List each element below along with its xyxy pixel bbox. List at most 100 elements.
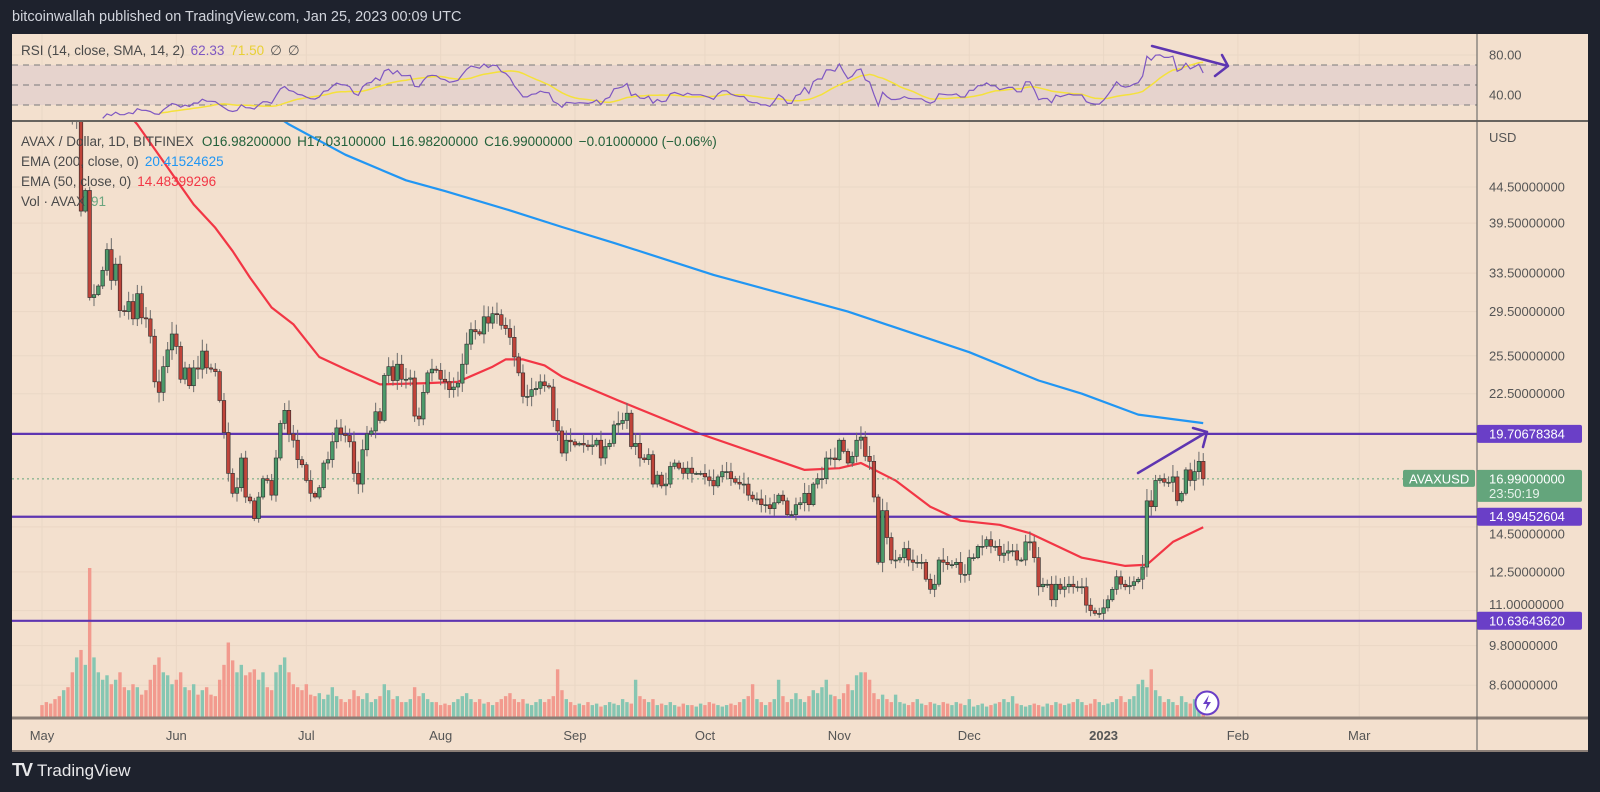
candle-up (1066, 576, 1072, 594)
candle-body (78, 122, 84, 212)
lightning-event-marker[interactable] (1194, 690, 1220, 716)
candle-up (1019, 557, 1024, 563)
candle-up (455, 371, 461, 397)
volume-bar (603, 705, 607, 717)
volume-bars (40, 568, 1205, 717)
candle-down (923, 559, 929, 582)
candle-down (1036, 547, 1041, 596)
time-axis[interactable]: May Jun Jul Aug Sep Oct Nov Dec 2023 Feb Mar (30, 728, 1371, 743)
volume-bar (278, 664, 283, 717)
price-legend[interactable]: AVAX / Dollar, 1D, BITFINEX O16.98200000 H… (21, 134, 723, 149)
volume-bar (924, 705, 928, 717)
candle-down (707, 469, 712, 487)
candle-down (546, 383, 552, 390)
candle-body (1162, 478, 1167, 483)
rsi-axis[interactable]: 80.00 40.00 (1489, 48, 1522, 103)
candle-body (975, 546, 981, 558)
candles (71, 122, 1206, 621)
ema200-legend[interactable]: EMA (200, close, 0) 20.41524625 (21, 154, 230, 169)
candle-down (1088, 598, 1093, 617)
time-tick-label: Feb (1227, 728, 1249, 743)
rsi-legend[interactable]: RSI (14, close, SMA, 14, 2) 62.33 71.50 ∅ ∅ (21, 43, 306, 59)
tradingview-logo[interactable]: TV TradingView (12, 760, 131, 781)
volume-bar (889, 702, 893, 717)
price-axis[interactable]: USD 44.50000000 39.50000000 33.50000000 29.5… (1403, 130, 1582, 693)
candle-down (1162, 473, 1167, 487)
ema50-legend[interactable]: EMA (50, close, 0) 14.48399296 (21, 174, 222, 189)
symbol-tag-box (1403, 469, 1475, 487)
volume-bar (165, 675, 170, 717)
rsi-tick-label: 80.00 (1489, 48, 1522, 63)
candle-body (113, 263, 118, 281)
candle-up (975, 544, 981, 560)
candle-down (247, 493, 253, 504)
volume-bar (560, 690, 564, 717)
volume-bar (733, 705, 737, 717)
candle-body (1166, 481, 1171, 484)
candle-body (208, 367, 214, 370)
chart-frame[interactable] (12, 34, 1588, 751)
volume-bar (651, 699, 655, 717)
rsi-value: 62.33 (190, 43, 225, 58)
candle-body (559, 430, 565, 454)
candle-body (195, 367, 201, 370)
volume-bar (1171, 702, 1175, 717)
candle-down (338, 419, 344, 442)
candle-body (312, 492, 318, 498)
rsi-legend-label: RSI (14, close, SMA, 14, 2) (21, 43, 185, 58)
candle-down (243, 450, 248, 503)
candle-up (395, 352, 400, 390)
trend-arrows[interactable] (1136, 44, 1230, 475)
candle-up (256, 492, 261, 523)
candle-down (750, 491, 755, 502)
candle-body (863, 436, 868, 457)
rsi-downtrend-arrow[interactable] (1150, 44, 1230, 78)
volume-legend[interactable]: Vol · AVAX 91 (21, 194, 112, 209)
candle-body (1114, 576, 1119, 590)
candle-up (1196, 451, 1202, 480)
candle-body (646, 454, 651, 460)
volume-bar (967, 699, 971, 717)
volume-bar (1080, 702, 1084, 717)
volume-bar (352, 690, 356, 717)
candle-body (460, 363, 465, 384)
candle-body (273, 457, 279, 496)
candle-body (416, 415, 422, 420)
candle-down (208, 363, 214, 373)
candle-up (1127, 576, 1132, 595)
candle-body (603, 446, 608, 459)
volume-bar (508, 693, 512, 717)
volume-bar (720, 706, 724, 717)
volume-bar (768, 702, 772, 717)
candle-body (980, 546, 985, 548)
price-uptrend-arrow[interactable] (1136, 426, 1209, 475)
candle-body (564, 439, 569, 454)
candle-down (1071, 575, 1076, 594)
candle-body (993, 546, 998, 548)
candle-down (746, 477, 751, 501)
candle-down (759, 489, 764, 513)
candle-body (1036, 557, 1041, 588)
candle-down (681, 462, 686, 479)
volume-bar (248, 672, 252, 717)
volume-bar (690, 705, 694, 717)
volume-bar (863, 672, 867, 717)
candle-up (590, 434, 595, 455)
candle-body (984, 539, 989, 547)
volume-bar (334, 696, 339, 717)
candle-down (399, 354, 404, 387)
volume-bar (837, 699, 841, 717)
volume-bar (776, 679, 781, 717)
open-value: O16.98200000 (201, 134, 292, 149)
candle-up (655, 470, 660, 488)
candle-down (1084, 577, 1089, 613)
candle-body (377, 411, 383, 421)
volume-bar (313, 696, 317, 717)
price-tick-label: 33.50000000 (1489, 266, 1565, 281)
candle-down (377, 407, 383, 424)
candle-up (1170, 465, 1176, 493)
candle-up (1140, 555, 1145, 590)
candle-down (447, 371, 452, 398)
candle-up (403, 368, 409, 389)
